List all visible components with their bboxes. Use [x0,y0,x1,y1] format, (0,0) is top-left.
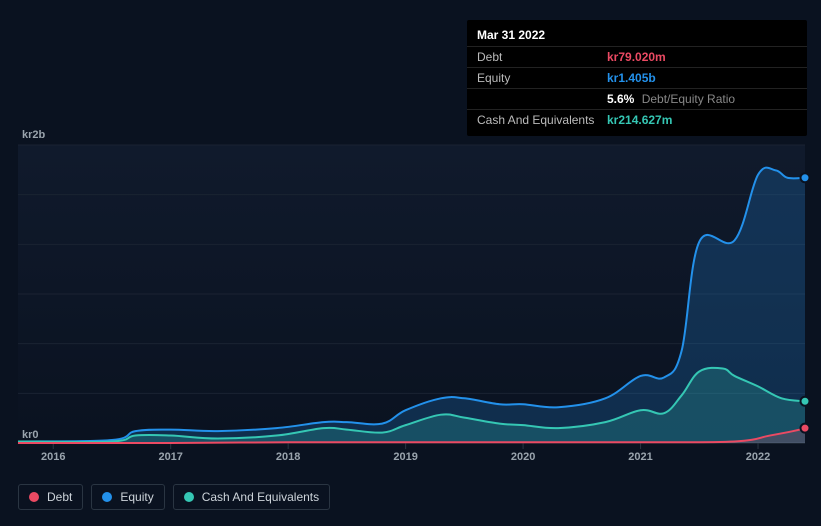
legend-item[interactable]: Cash And Equivalents [173,484,330,510]
legend-swatch [184,492,194,502]
tooltip-row-note: Debt/Equity Ratio [638,92,735,106]
tooltip-date: Mar 31 2022 [467,26,807,46]
financial-chart: kr0 kr2b 2016 2017 2018 2019 2020 2021 2022 Ma… [0,0,821,526]
legend-item[interactable]: Equity [91,484,164,510]
legend-label: Debt [47,490,72,504]
tooltip-row-label: Debt [477,50,607,64]
tooltip-row-value: kr214.627m [607,113,672,127]
legend-swatch [102,492,112,502]
legend-label: Cash And Equivalents [202,490,319,504]
tooltip-row-value: kr79.020m [607,50,666,64]
tooltip-row-label: Cash And Equivalents [477,113,607,127]
tooltip-row: Equitykr1.405b [467,67,807,88]
x-axis-label: 2021 [628,451,652,463]
y-axis-label-0: kr0 [22,429,39,441]
x-axis-label: 2016 [41,451,65,463]
legend-item[interactable]: Debt [18,484,83,510]
tooltip-row-label: Equity [477,71,607,85]
x-axis-label: 2017 [158,451,182,463]
x-axis-label: 2022 [746,451,770,463]
chart-tooltip: Mar 31 2022 Debtkr79.020mEquitykr1.405b5… [467,20,807,136]
chart-legend: Debt Equity Cash And Equivalents [18,484,330,510]
legend-label: Equity [120,490,153,504]
tooltip-row-value: 5.6% Debt/Equity Ratio [607,92,735,106]
x-axis-label: 2018 [276,451,300,463]
tooltip-row: Debtkr79.020m [467,46,807,67]
tooltip-row-value: kr1.405b [607,71,656,85]
x-axis-label: 2020 [511,451,535,463]
legend-swatch [29,492,39,502]
tooltip-row-label [477,92,607,106]
tooltip-row: 5.6% Debt/Equity Ratio [467,88,807,109]
y-axis-label-1: kr2b [22,129,45,141]
tooltip-row: Cash And Equivalentskr214.627m [467,109,807,130]
x-axis-label: 2019 [393,451,417,463]
